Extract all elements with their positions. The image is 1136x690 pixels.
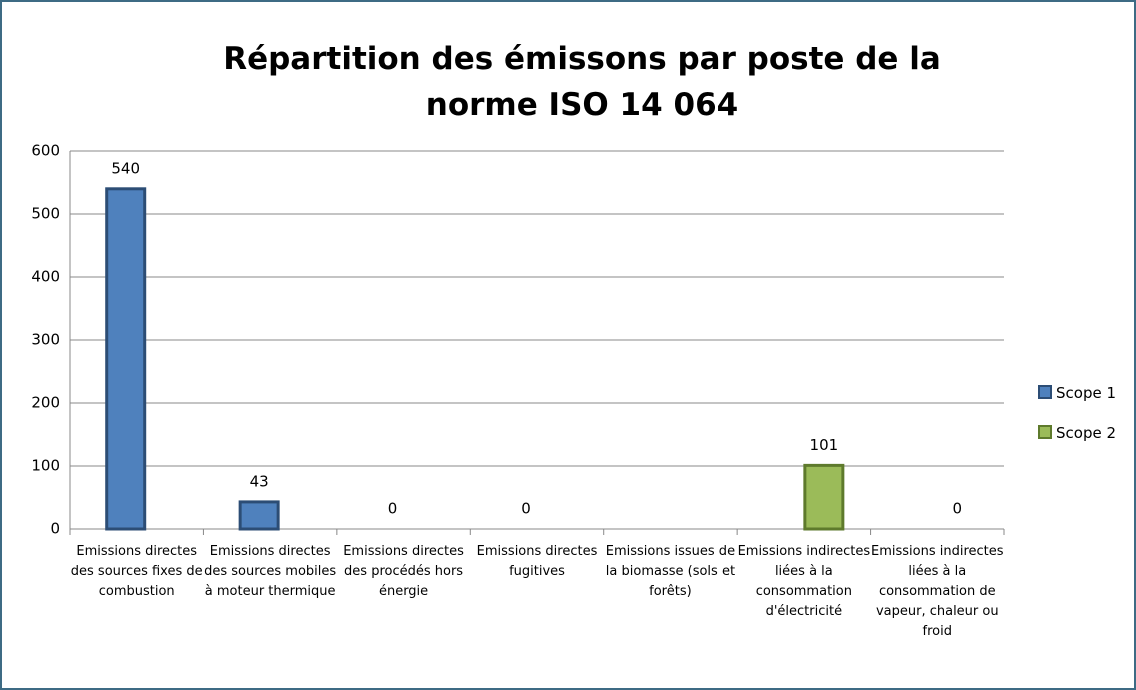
value-label: 101 — [810, 436, 839, 454]
y-tick-label: 500 — [31, 205, 60, 223]
legend-swatch — [1038, 385, 1052, 399]
y-tick-label: 600 — [31, 142, 60, 160]
y-tick-label: 400 — [31, 268, 60, 286]
y-tick-label: 0 — [50, 520, 60, 538]
y-tick-label: 100 — [31, 457, 60, 475]
legend-label: Scope 2 — [1056, 424, 1117, 442]
x-tick-label: Emissions indirectes liées à la consomma… — [737, 544, 871, 619]
value-label: 540 — [111, 159, 140, 177]
y-tick-label: 200 — [31, 394, 60, 412]
bar — [803, 463, 845, 531]
legend-label: Scope 1 — [1056, 384, 1117, 402]
legend-item: Scope 2 — [1038, 424, 1116, 442]
value-label: 0 — [521, 500, 531, 518]
x-tick-label: Emissions directes des sources fixes de … — [70, 544, 203, 599]
value-label: 43 — [250, 472, 269, 490]
value-label: 0 — [953, 500, 963, 518]
x-tick-label: Emissions indirectes liées à la consomma… — [871, 544, 1004, 639]
x-tick-label: Emissions directes fugitives — [476, 544, 598, 579]
legend-swatch — [1038, 425, 1052, 439]
x-tick-label: Emissions directes des sources mobiles à… — [204, 544, 337, 599]
bar — [238, 500, 280, 531]
x-tick-label: Emissions issues de la biomasse (sols et… — [605, 544, 736, 599]
bar — [105, 187, 147, 531]
y-tick-label: 300 — [31, 331, 60, 349]
x-tick-label: Emissions directes des procédés hors éne… — [343, 544, 464, 599]
value-label: 0 — [388, 500, 398, 518]
chart-title: Répartition des émissons par poste de la… — [223, 41, 941, 123]
legend-item: Scope 1 — [1038, 384, 1116, 402]
